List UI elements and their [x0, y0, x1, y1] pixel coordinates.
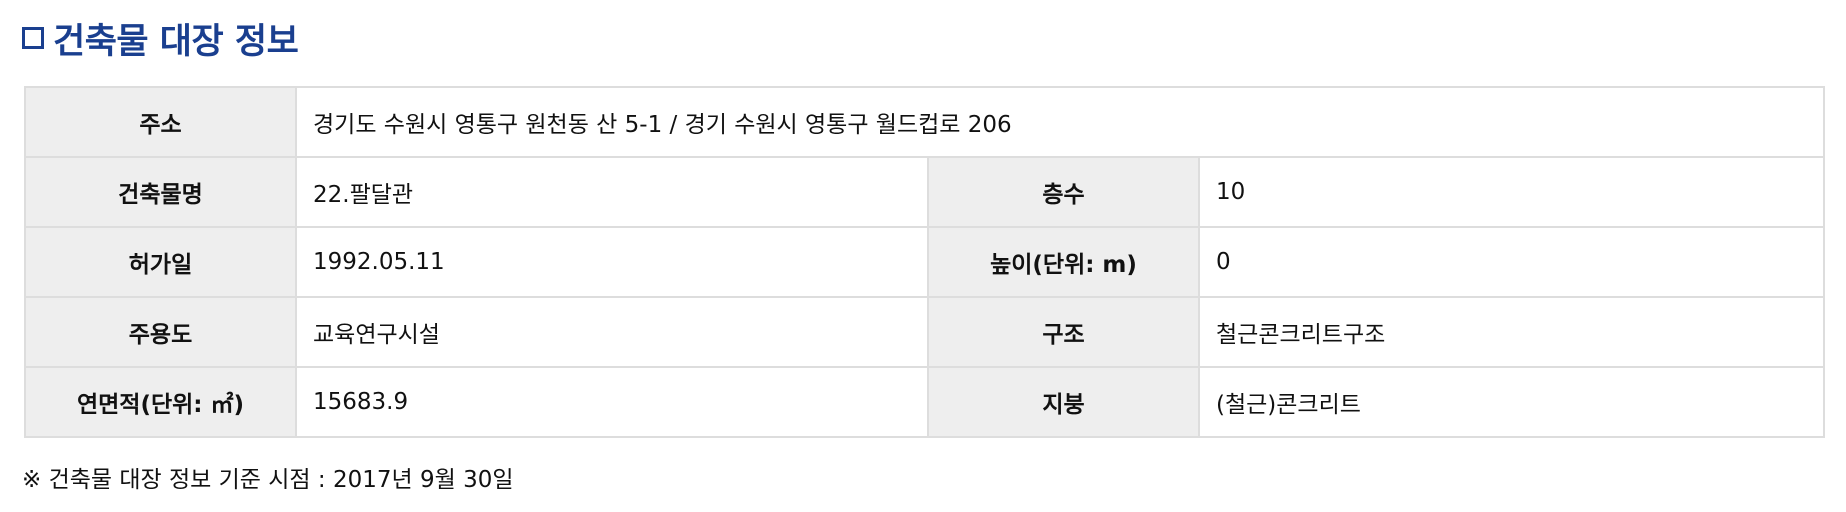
main-usage-value: 교육연구시설 [295, 296, 929, 368]
square-bullet-icon [22, 27, 44, 49]
table-row: 허가일 1992.05.11 높이(단위: m) 0 [24, 226, 1826, 298]
height-value: 0 [1197, 226, 1826, 298]
floor-area-value: 15683.9 [295, 366, 929, 438]
section-header: 건축물 대장 정보 [22, 10, 299, 66]
structure-value: 철근콘크리트구조 [1197, 296, 1826, 368]
height-label: 높이(단위: m) [927, 226, 1200, 298]
table-row: 연면적(단위: ㎡) 15683.9 지붕 (철근)콘크리트 [24, 366, 1826, 438]
reference-date-note: ※ 건축물 대장 정보 기준 시점 : 2017년 9월 30일 [22, 467, 514, 493]
table-row: 주소 경기도 수원시 영통구 원천동 산 5-1 / 경기 수원시 영통구 월드… [24, 86, 1826, 158]
table-row: 주용도 교육연구시설 구조 철근콘크리트구조 [24, 296, 1826, 368]
address-label: 주소 [24, 86, 297, 158]
building-register-table: 주소 경기도 수원시 영통구 원천동 산 5-1 / 경기 수원시 영통구 월드… [24, 86, 1826, 438]
structure-label: 구조 [927, 296, 1200, 368]
permit-date-value: 1992.05.11 [295, 226, 929, 298]
floors-value: 10 [1197, 156, 1826, 228]
building-name-value: 22.팔달관 [295, 156, 929, 228]
main-usage-label: 주용도 [24, 296, 297, 368]
floors-label: 층수 [927, 156, 1200, 228]
table-row: 건축물명 22.팔달관 층수 10 [24, 156, 1826, 228]
roof-value: (철근)콘크리트 [1197, 366, 1826, 438]
address-value: 경기도 수원시 영통구 원천동 산 5-1 / 경기 수원시 영통구 월드컵로 … [294, 86, 1826, 158]
floor-area-label: 연면적(단위: ㎡) [24, 366, 297, 438]
permit-date-label: 허가일 [24, 226, 297, 298]
roof-label: 지붕 [927, 366, 1200, 438]
section-title: 건축물 대장 정보 [53, 21, 299, 62]
building-name-label: 건축물명 [24, 156, 297, 228]
